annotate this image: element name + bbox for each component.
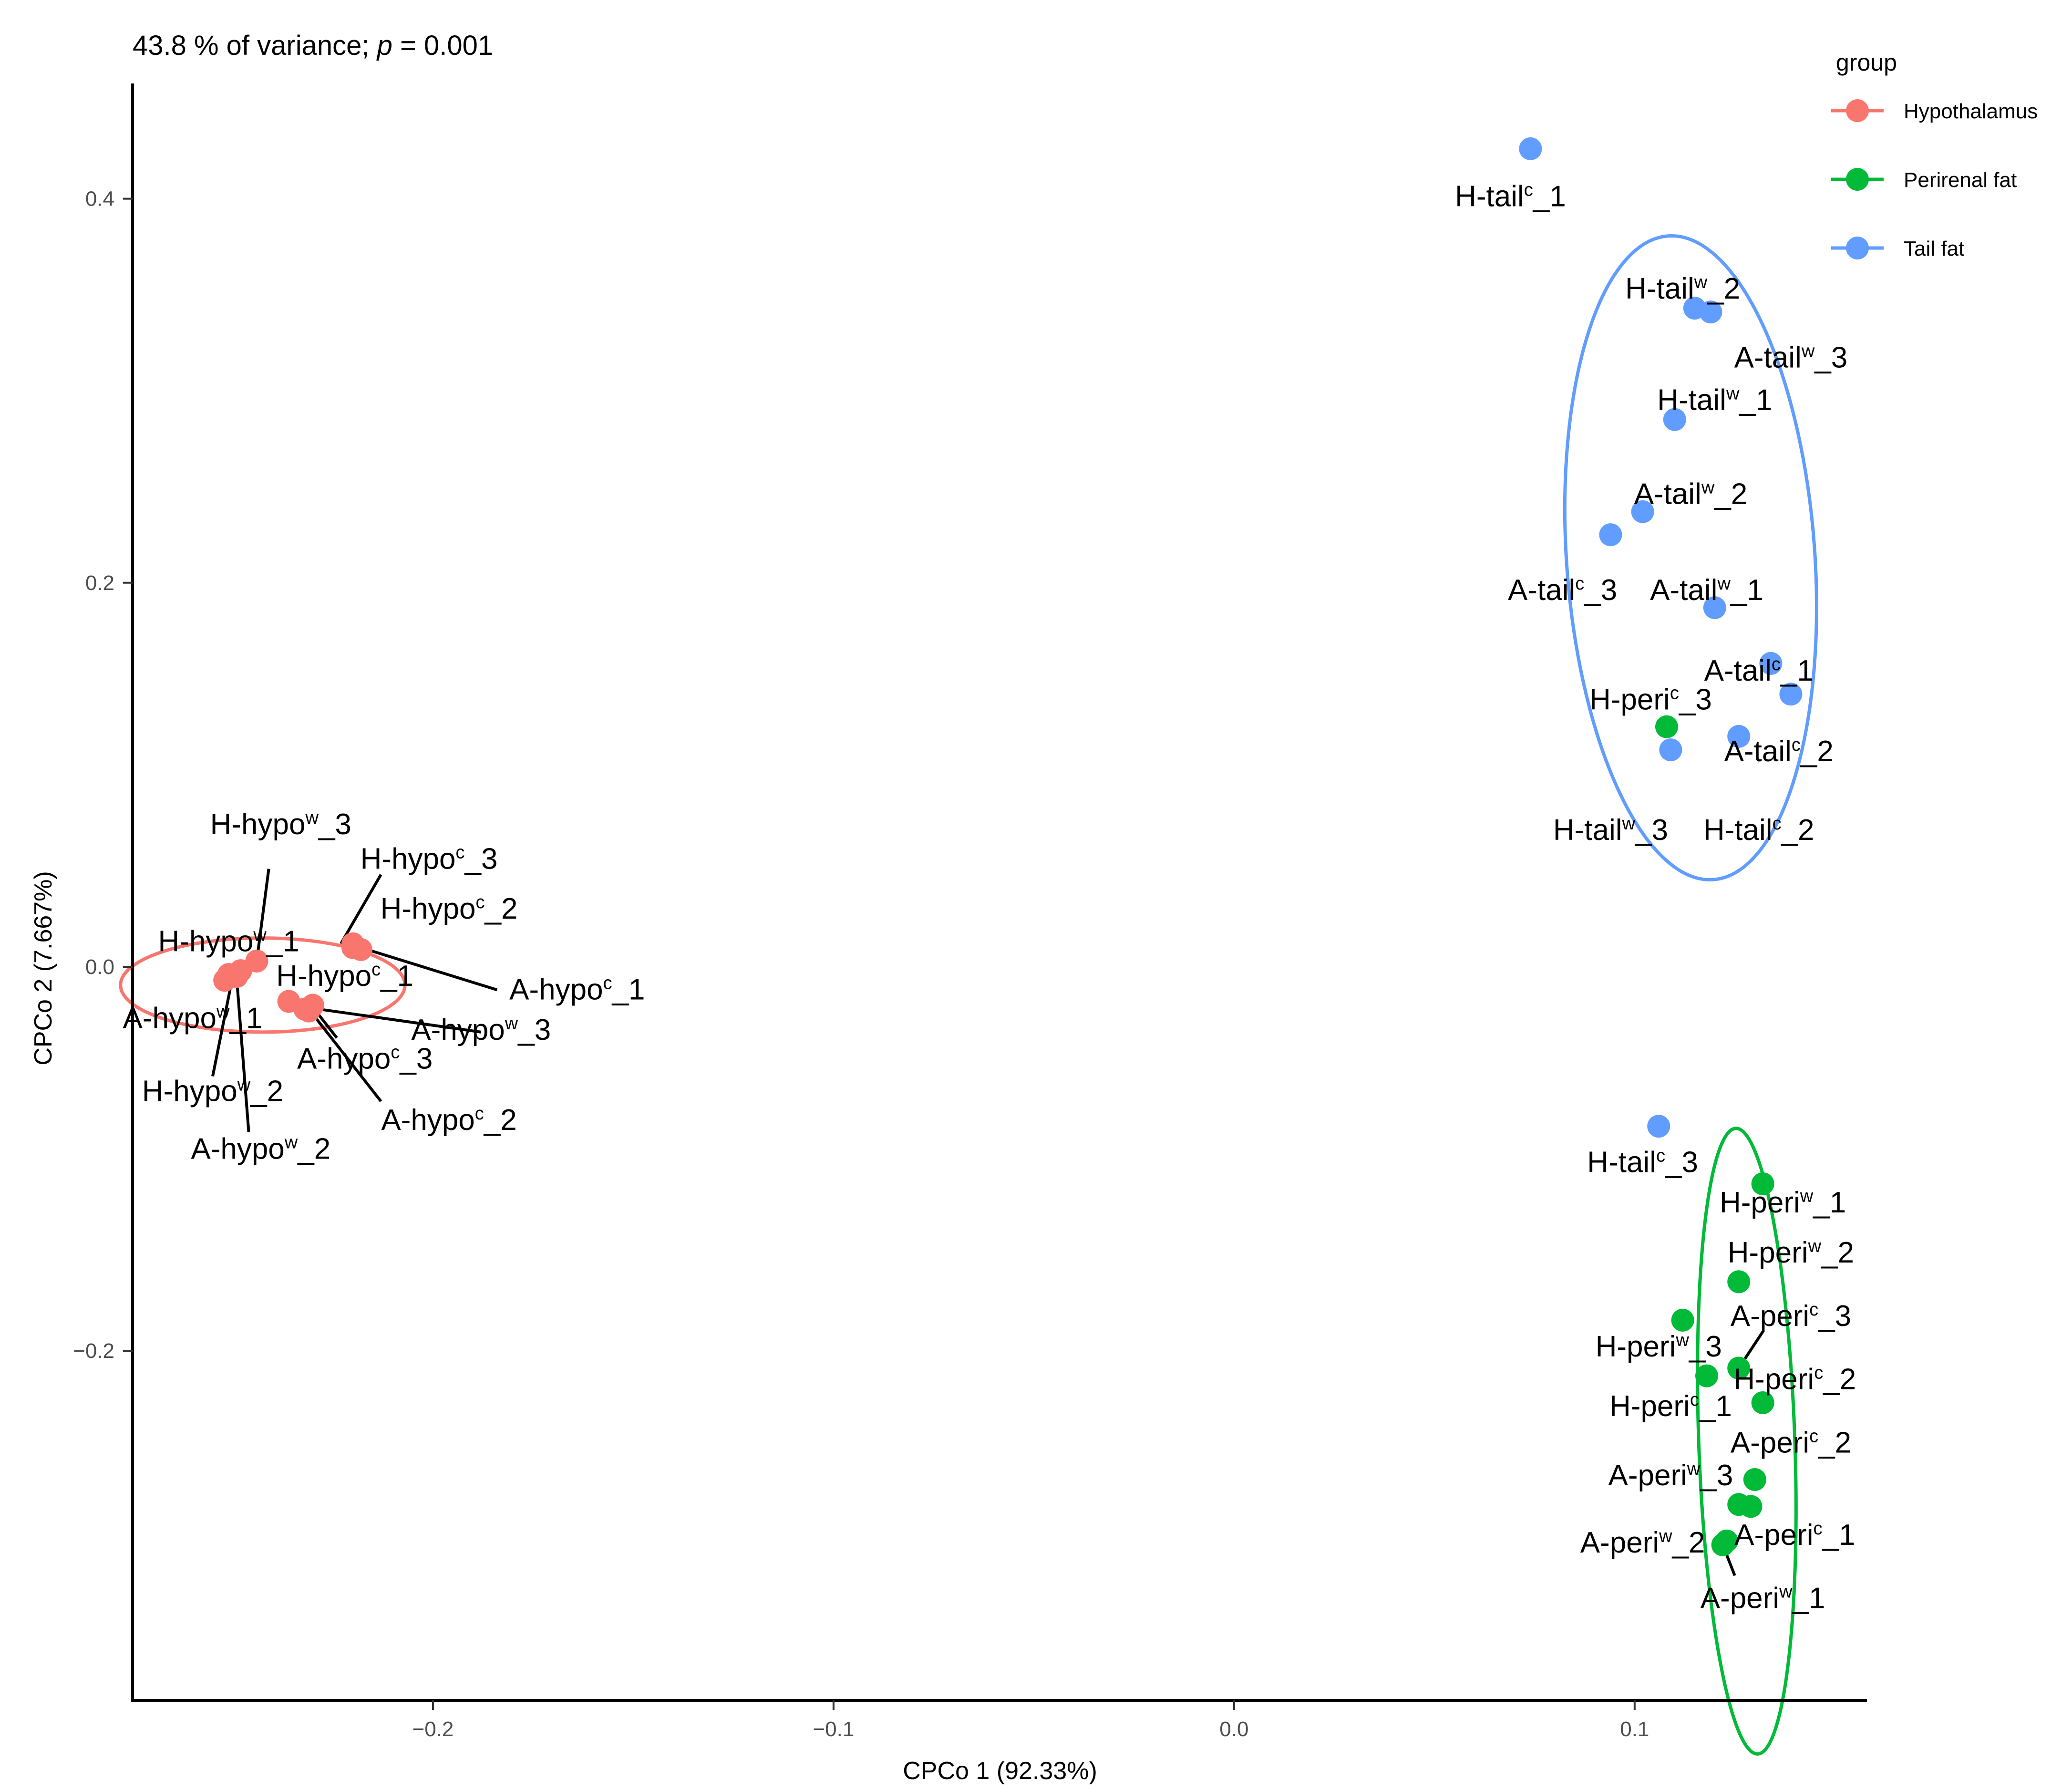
label-H-periw_1: H-periw_1 bbox=[1720, 1186, 1846, 1219]
label-H-tailc_2: H-tailc_2 bbox=[1703, 814, 1814, 847]
point-H-tailw_3 bbox=[1659, 738, 1682, 762]
legend-label: Perirenal fat bbox=[1904, 168, 2017, 192]
legend-label: Tail fat bbox=[1904, 237, 1964, 260]
label-A-tailw_2: A-tailw_2 bbox=[1634, 478, 1748, 511]
point-A-tailc_3 bbox=[1599, 523, 1622, 547]
label-H-periw_2: H-periw_2 bbox=[1728, 1236, 1854, 1269]
point-A-tailw_1 bbox=[1703, 596, 1726, 620]
point-H-periw_2 bbox=[1727, 1270, 1751, 1294]
label-A-periw_3: A-periw_3 bbox=[1608, 1459, 1733, 1492]
point-H-tailc_3 bbox=[1647, 1115, 1670, 1138]
label-H-tailw_3: H-tailw_3 bbox=[1553, 814, 1668, 847]
label-A-hypoc_2: A-hypoc_2 bbox=[381, 1104, 516, 1137]
label-A-tailw_3: A-tailw_3 bbox=[1734, 342, 1848, 374]
label-H-hypow_3: H-hypow_3 bbox=[210, 808, 351, 841]
point-A-tailc_2 bbox=[1779, 683, 1803, 706]
y-tick-label: −0.2 bbox=[73, 1339, 114, 1363]
data-points bbox=[213, 137, 1803, 1556]
chart-subtitle: 43.8 % of variance; p = 0.001 bbox=[133, 30, 493, 61]
label-H-tailw_1: H-tailw_1 bbox=[1657, 383, 1772, 416]
point-A-tailw_3 bbox=[1699, 300, 1722, 324]
label-A-hypow_3: A-hypow_3 bbox=[411, 1014, 551, 1046]
point-A-peric_3 bbox=[1727, 1356, 1751, 1380]
label-H-hypoc_3: H-hypoc_3 bbox=[361, 843, 498, 876]
point-H-periw_1 bbox=[1751, 1172, 1774, 1195]
label-H-periw_3: H-periw_3 bbox=[1596, 1330, 1722, 1363]
label-A-tailw_1: A-tailw_1 bbox=[1650, 574, 1763, 607]
point-A-hypow_2 bbox=[225, 965, 248, 988]
leader-line bbox=[235, 978, 250, 1132]
legend: group Hypothalamus Perirenal fat Tail fat bbox=[1831, 49, 2038, 260]
label-A-hypoc_3: A-hypoc_3 bbox=[297, 1042, 433, 1075]
point-H-peric_1 bbox=[1695, 1364, 1719, 1387]
legend-key-point bbox=[1846, 99, 1869, 122]
label-H-hypow_2: H-hypow_2 bbox=[142, 1075, 283, 1108]
y-tick-label: 0.4 bbox=[85, 187, 114, 211]
point-A-hypoc_1 bbox=[349, 938, 372, 961]
label-H-tailc_1: H-tailc_1 bbox=[1455, 180, 1566, 213]
label-H-tailc_3: H-tailc_3 bbox=[1587, 1146, 1698, 1179]
label-A-tailc_2: A-tailc_2 bbox=[1724, 735, 1834, 768]
label-A-tailc_3: A-tailc_3 bbox=[1508, 574, 1617, 607]
legend-title: group bbox=[1836, 49, 1897, 76]
point-A-tailw_2 bbox=[1631, 500, 1654, 523]
point-A-peric_1 bbox=[1739, 1495, 1763, 1518]
x-tick-label: 0.0 bbox=[1219, 1718, 1248, 1741]
point-H-tailc_1 bbox=[1519, 137, 1542, 160]
label-H-peric_2: H-peric_2 bbox=[1733, 1363, 1856, 1396]
label-A-peric_3: A-peric_3 bbox=[1731, 1300, 1851, 1333]
label-A-hypow_1: A-hypow_1 bbox=[123, 1002, 263, 1035]
label-H-hypoc_1: H-hypoc_1 bbox=[276, 960, 413, 993]
label-A-periw_2: A-periw_2 bbox=[1580, 1526, 1705, 1559]
legend-key-point bbox=[1846, 168, 1869, 191]
point-H-tailc_2 bbox=[1727, 725, 1751, 748]
y-ticks: −0.2 0.0 0.2 0.4 bbox=[73, 187, 133, 1363]
label-H-hypoc_2: H-hypoc_2 bbox=[381, 892, 518, 925]
legend-label: Hypothalamus bbox=[1904, 100, 2038, 123]
label-H-hypow_1: H-hypow_1 bbox=[158, 925, 299, 958]
ellipse-perirenal-fat bbox=[1696, 1127, 1798, 1756]
legend-key-point bbox=[1846, 237, 1869, 259]
ellipse-hypothalamus bbox=[119, 936, 407, 1034]
leader-line bbox=[340, 874, 382, 945]
x-tick-label: −0.1 bbox=[813, 1718, 854, 1741]
point-A-peric_2 bbox=[1743, 1468, 1766, 1491]
label-H-peric_3: H-peric_3 bbox=[1589, 683, 1712, 716]
label-A-hypow_2: A-hypow_2 bbox=[191, 1133, 330, 1166]
label-A-peric_1: A-peric_1 bbox=[1734, 1519, 1855, 1552]
point-H-peric_2 bbox=[1751, 1391, 1774, 1414]
label-A-hypoc_1: A-hypoc_1 bbox=[509, 973, 645, 1006]
leader-line bbox=[211, 976, 234, 1077]
x-tick-label: 0.1 bbox=[1620, 1718, 1649, 1741]
point-labels: H-hypow_3 H-hypoc_3 H-hypoc_2 H-hypow_1 A-hy… bbox=[123, 180, 1856, 1615]
label-A-periw_1: A-periw_1 bbox=[1701, 1582, 1825, 1615]
point-H-periw_3 bbox=[1671, 1308, 1694, 1332]
label-H-tailw_2: H-tailw_2 bbox=[1625, 272, 1740, 305]
leader-line bbox=[304, 1005, 482, 1034]
y-tick-label: 0.0 bbox=[85, 955, 114, 979]
point-A-periw_1 bbox=[1715, 1529, 1739, 1553]
point-A-hypoc_2 bbox=[293, 997, 317, 1021]
label-A-tailc_1: A-tailc_1 bbox=[1704, 654, 1814, 687]
label-A-peric_2: A-peric_2 bbox=[1731, 1426, 1851, 1459]
axes: −0.2 −0.1 0.0 0.1 −0.2 0.0 0.2 0.4 CPCo 1 (92.… bbox=[30, 83, 1867, 1785]
leader-line bbox=[360, 946, 498, 992]
point-H-peric_3 bbox=[1655, 715, 1679, 738]
y-tick-label: 0.2 bbox=[85, 571, 114, 595]
y-axis-title: CPCo 2 (7.667%) bbox=[30, 871, 57, 1066]
leader-line bbox=[255, 869, 270, 962]
x-ticks: −0.2 −0.1 0.0 0.1 bbox=[412, 1700, 1649, 1741]
x-tick-label: −0.2 bbox=[412, 1718, 454, 1741]
group-ellipses bbox=[119, 234, 1818, 1756]
point-A-tailc_1 bbox=[1759, 652, 1783, 675]
leader-line bbox=[308, 1008, 382, 1102]
point-H-tailw_1 bbox=[1663, 408, 1686, 431]
label-H-peric_1: H-peric_1 bbox=[1609, 1390, 1732, 1423]
x-axis-title: CPCo 1 (92.33%) bbox=[903, 1757, 1097, 1785]
label-leader-lines bbox=[211, 869, 1764, 1576]
ellipse-tail-fat bbox=[1563, 234, 1818, 881]
